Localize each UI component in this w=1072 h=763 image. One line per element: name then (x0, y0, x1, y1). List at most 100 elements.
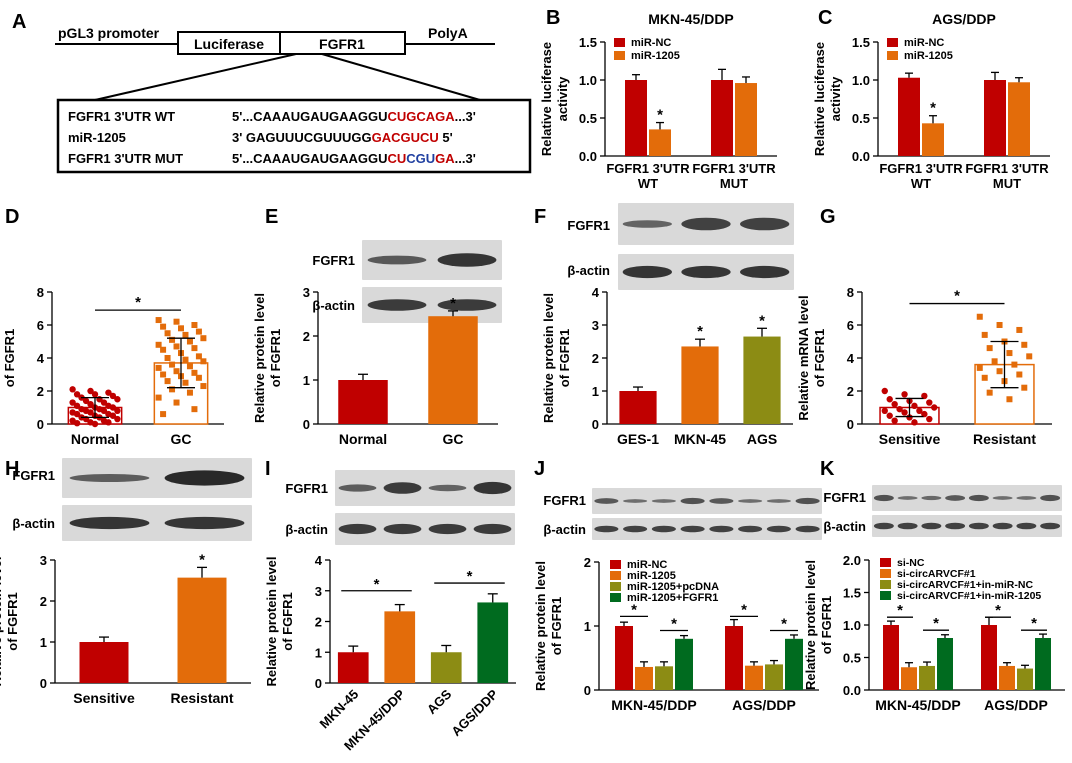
blot-band (873, 522, 894, 530)
y-tick-label: 0 (847, 417, 854, 432)
significance-star: * (199, 551, 205, 568)
significance-star: * (933, 615, 939, 632)
blot-background (62, 505, 252, 541)
sequence-row-label: FGFR1 3'UTR MUT (68, 151, 183, 166)
sequence-segment: CUGCAGA (388, 109, 456, 124)
y-tick-label: 4 (315, 553, 323, 568)
data-point (1011, 361, 1018, 368)
data-point (82, 397, 90, 405)
data-point (881, 387, 888, 395)
y-tick-label: 1 (584, 619, 591, 634)
bar (635, 666, 653, 690)
data-point (73, 402, 81, 410)
significance-star: * (897, 602, 903, 619)
data-point (886, 412, 893, 419)
significance-star: * (781, 615, 787, 632)
x-tick-label: MKN-45 (317, 687, 362, 732)
fgfr1-gene-label: FGFR1 (319, 36, 365, 52)
data-point (921, 392, 928, 400)
bar (725, 626, 743, 690)
data-point (191, 322, 198, 328)
data-point (164, 355, 171, 361)
legend-swatch (880, 591, 891, 600)
y-axis-label: Relative protein level (252, 293, 267, 423)
blot-band (795, 497, 820, 505)
blot-background (872, 515, 1062, 537)
blot-band (428, 523, 467, 535)
x-tick-label: AGS/DDP (448, 686, 501, 739)
significance-star: * (374, 576, 380, 593)
panel-letter-c: C (818, 7, 832, 29)
sequence-box (56, 98, 532, 174)
g (62, 505, 252, 541)
legend-swatch (614, 38, 625, 47)
y-axis-label: Relative protein level (0, 556, 4, 686)
sequence-row-label: FGFR1 3'UTR WT (68, 109, 175, 124)
legend-swatch (880, 569, 891, 578)
x-tick-label: FGFR1 3'UTR (965, 161, 1049, 176)
significance-star: * (631, 601, 637, 618)
legend-swatch (880, 558, 891, 567)
sequence-segment: 5'...CAAAUGAUGAAGGU (232, 109, 388, 124)
y-tick-label: 0 (584, 683, 591, 698)
blot-background (335, 470, 515, 506)
data-point (981, 331, 988, 338)
blot-band (740, 217, 790, 231)
data-point (155, 394, 162, 401)
y-tick-label: 0.0 (852, 149, 870, 164)
bar (1035, 638, 1051, 690)
legend-swatch (880, 580, 891, 589)
data-point (109, 392, 117, 400)
y-tick-label: 0.5 (843, 651, 861, 666)
y-tick-label: 0.0 (579, 149, 597, 164)
chart-g: 0 2 4 6 8 Relative mRNA level of FGFR1 Sensitiv… (796, 285, 1052, 447)
sequence-segment: GACGUCU (372, 130, 439, 145)
significance-star: * (697, 323, 703, 340)
x-tick-label: FGFR1 3'UTR (692, 161, 776, 176)
blot-label-fgfr1: FGFR1 (285, 481, 328, 496)
panel-letter-g: G (820, 206, 836, 228)
data-point (916, 407, 923, 414)
blot-background (592, 518, 822, 540)
y-tick-label: 8 (847, 285, 854, 300)
x-tick-label: AGS (424, 686, 455, 717)
blot-band (968, 522, 989, 530)
data-point (87, 387, 94, 395)
x-tick-label: Sensitive (879, 431, 941, 447)
data-point (186, 389, 193, 396)
y-tick-label: 0 (315, 676, 322, 691)
blot-band (795, 525, 820, 533)
bar (984, 80, 1006, 156)
blot-band (766, 525, 791, 533)
x-tick-label: FGFR1 3'UTR (879, 161, 963, 176)
sequence-segment: ...3' (455, 151, 476, 166)
panel-letter-d: D (5, 206, 19, 228)
bar (384, 611, 416, 683)
data-point (73, 419, 81, 427)
data-point (160, 323, 167, 330)
data-point (886, 396, 893, 403)
y-axis-label: of FGFR1 (5, 592, 20, 651)
chart-e: 0 1 2 3 Relative protein level of FGFR1 * Norma… (252, 285, 498, 447)
data-point (976, 364, 983, 371)
blot-band (897, 496, 918, 500)
legend-entry: miR-1205 (631, 50, 680, 62)
bar (883, 625, 899, 690)
panel-letter-b: B (546, 7, 560, 29)
significance-star: * (741, 601, 747, 618)
data-point (186, 338, 193, 345)
x-tick-label: Resistant (170, 690, 233, 706)
bar (922, 123, 944, 156)
data-point (160, 346, 167, 353)
blot-band (921, 495, 942, 501)
y-tick-label: 1.5 (843, 586, 861, 601)
bar (901, 667, 917, 690)
chart-i: 0 1 2 3 4 Relative protein level of FGFR1 * * MKN… (264, 553, 516, 753)
data-point (1006, 396, 1013, 403)
data-point (69, 399, 76, 406)
blot-band (69, 516, 150, 530)
data-point (73, 391, 81, 398)
data-point (1006, 350, 1013, 357)
blot-band (651, 499, 676, 503)
y-tick-label: 2 (592, 351, 599, 366)
